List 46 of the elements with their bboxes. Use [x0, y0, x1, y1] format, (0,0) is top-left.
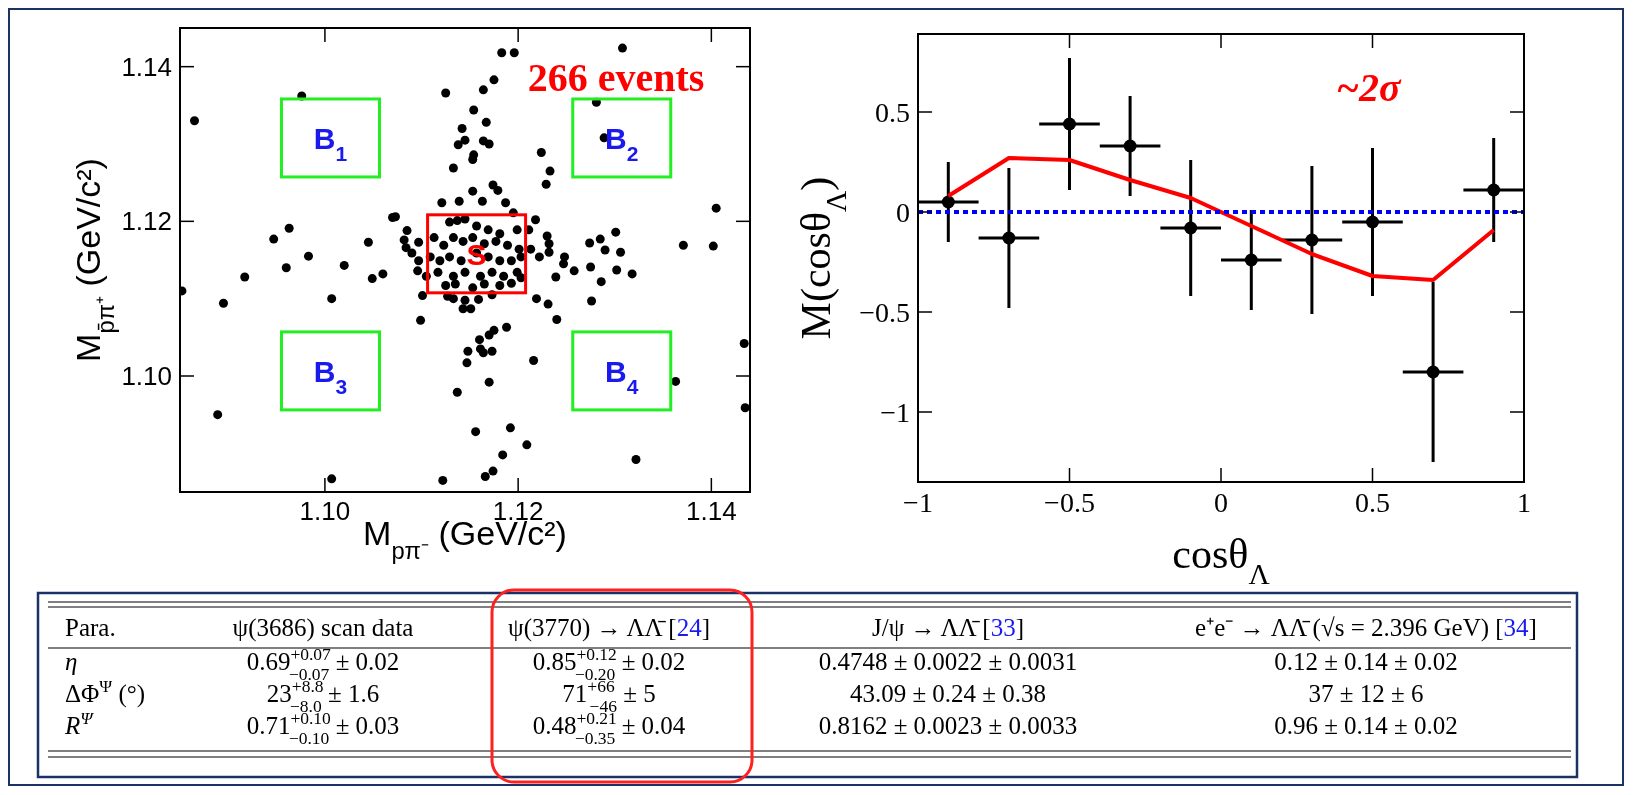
y-tick-label: −1	[880, 396, 910, 428]
text: 0.8162 ± 0.0023 ± 0.0033	[818, 712, 1078, 739]
point	[1426, 365, 1440, 379]
category-label: ψ(3770) → ΛΛ̄ [24]	[508, 614, 710, 642]
x-tick-label: 1	[1517, 487, 1531, 518]
y-tick-label: 0.5	[875, 96, 910, 128]
annotation: 266 events	[527, 54, 705, 100]
point	[1002, 231, 1016, 245]
y-tick-label: 1.14	[121, 51, 172, 82]
point	[1123, 139, 1137, 153]
category-label: ΔΦ$^{Ψ}$ (°)	[65, 676, 146, 707]
category-label: e⁺e⁻ → ΛΛ̄ (√s = 2.396 GeV) [34]	[1195, 614, 1537, 642]
category-label: ψ(3686) scan data	[232, 614, 414, 642]
category-label: J/ψ → ΛΛ̄ [33]	[872, 614, 1024, 641]
y-tick-label: 1.12	[121, 206, 172, 237]
point	[1487, 183, 1501, 197]
x-axis-title: cosθ$_{Λ}$	[1172, 531, 1271, 590]
text: 37 ± 12 ± 6	[1308, 680, 1424, 707]
point	[941, 195, 955, 209]
point	[1063, 117, 1076, 131]
x-tick-label: 0.5	[1355, 487, 1390, 518]
annotation: S	[466, 237, 487, 271]
y-tick-label: −0.5	[859, 296, 910, 328]
y-tick-label: 0	[896, 196, 910, 228]
y-tick-label: 1.10	[121, 361, 172, 392]
text: 0.12 ± 0.14 ± 0.02	[1274, 648, 1458, 675]
x-tick-label: 1.14	[686, 496, 737, 526]
category-label: Para.	[65, 614, 116, 641]
text: 43.09 ± 0.24 ± 0.38	[849, 680, 1047, 707]
x-tick-label: 0	[1214, 487, 1228, 518]
text: 0.4748 ± 0.0022 ± 0.0031	[818, 648, 1078, 675]
annotation: B$_{3}$	[313, 354, 348, 398]
text: 0.96 ± 0.14 ± 0.02	[1274, 712, 1458, 739]
annotation: B$_{2}$	[605, 121, 639, 165]
category-label: R$^{Ψ}$	[65, 708, 93, 739]
x-tick-label: 1.10	[299, 496, 351, 526]
category-label: η	[65, 648, 78, 675]
annotation: B$_{1}$	[313, 121, 348, 165]
point	[1305, 233, 1319, 247]
point	[1366, 215, 1379, 229]
annotation: B$_{4}$	[605, 354, 639, 398]
annotation: ~2σ	[1336, 65, 1402, 111]
x-tick-label: −0.5	[1044, 487, 1095, 518]
x-tick-label: −1	[903, 487, 933, 518]
point	[1244, 253, 1258, 267]
point	[1184, 221, 1198, 235]
